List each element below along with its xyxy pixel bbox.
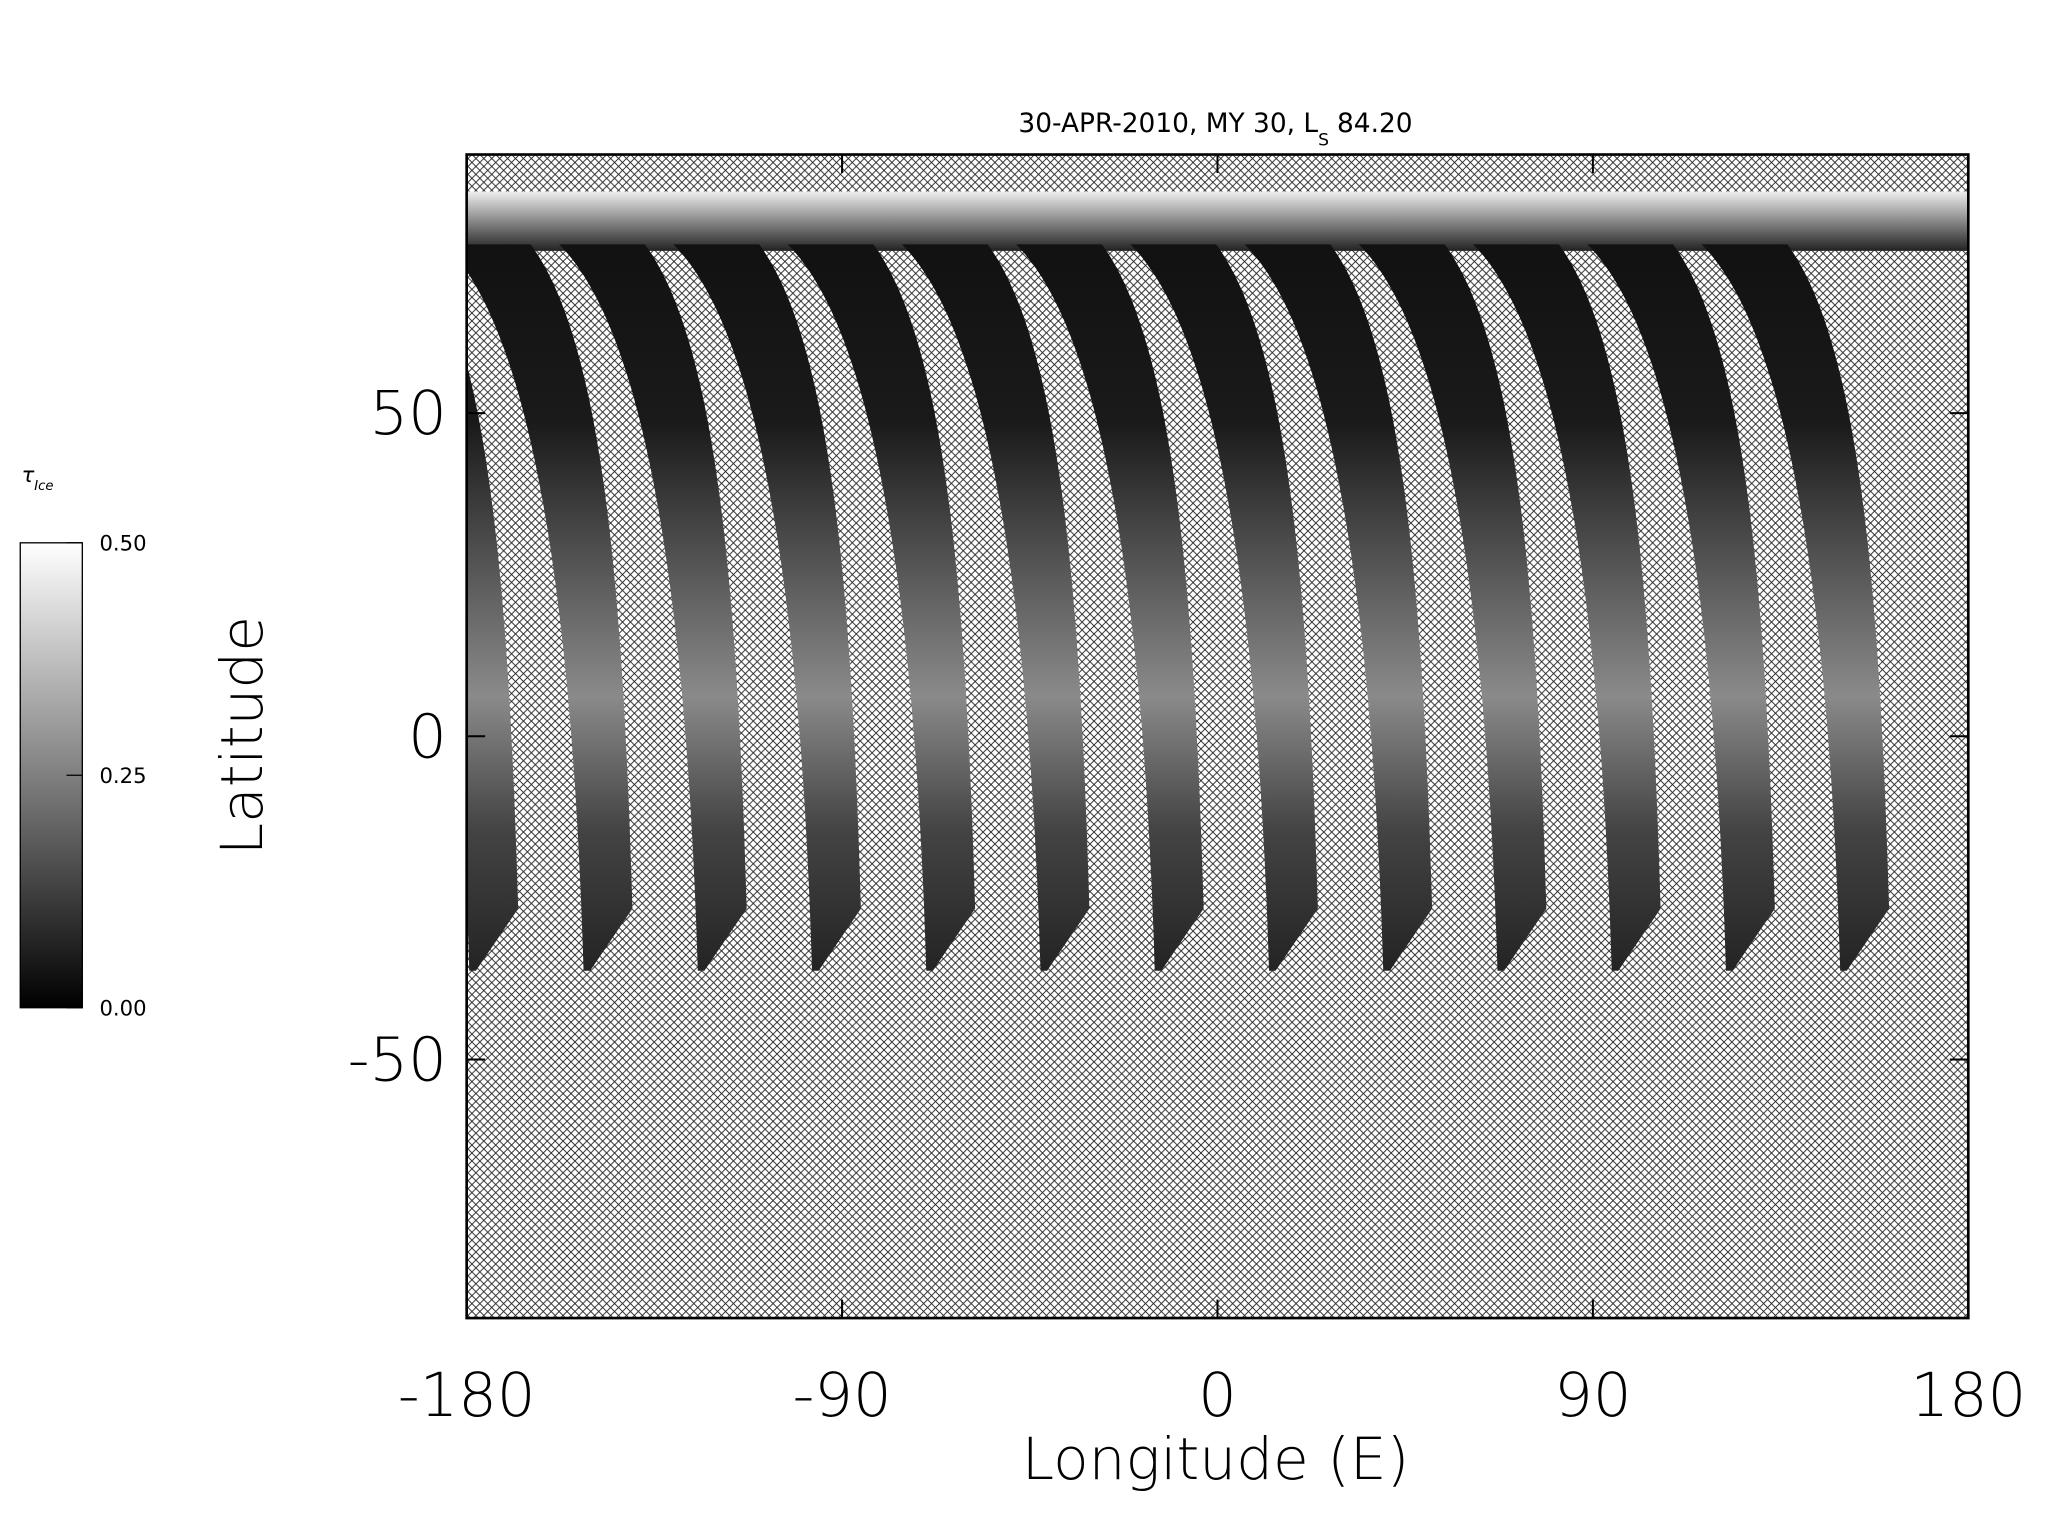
polar-band (466, 191, 1969, 251)
swath (466, 244, 633, 971)
y-tick-label: 0 (408, 702, 447, 772)
x-axis-label: Longitude (E) (1022, 1425, 1410, 1493)
colorbar-tick-label: 0.00 (99, 996, 146, 1021)
swath (466, 364, 519, 971)
x-tick-label: -180 (398, 1361, 536, 1431)
swath (1358, 244, 1547, 971)
y-tick-label: 50 (370, 379, 447, 449)
swath (1473, 244, 1661, 971)
x-tick-label: -90 (792, 1361, 891, 1431)
colorbar-tick-label: 0.50 (99, 531, 146, 556)
x-tick-label: 90 (1554, 1361, 1631, 1431)
colorbar-tick-label: 0.25 (99, 763, 146, 788)
swath (901, 244, 1090, 971)
x-tick-label: 180 (1910, 1361, 2026, 1431)
y-axis-label: Latitude (208, 616, 276, 855)
colorbar-label: τIce (22, 462, 54, 494)
y-tick-label: -50 (348, 1026, 447, 1096)
swath (1587, 244, 1775, 971)
swath (1130, 244, 1318, 971)
swaths (466, 191, 1969, 971)
swath (787, 244, 976, 971)
x-tick-label: 0 (1198, 1361, 1237, 1431)
swath (673, 244, 861, 971)
swath (1016, 244, 1204, 971)
swath (1244, 244, 1433, 971)
swath (559, 244, 747, 971)
chart-title: 30-APR-2010, MY 30, LS84.20 (1018, 108, 1412, 150)
swath (1701, 244, 1890, 971)
